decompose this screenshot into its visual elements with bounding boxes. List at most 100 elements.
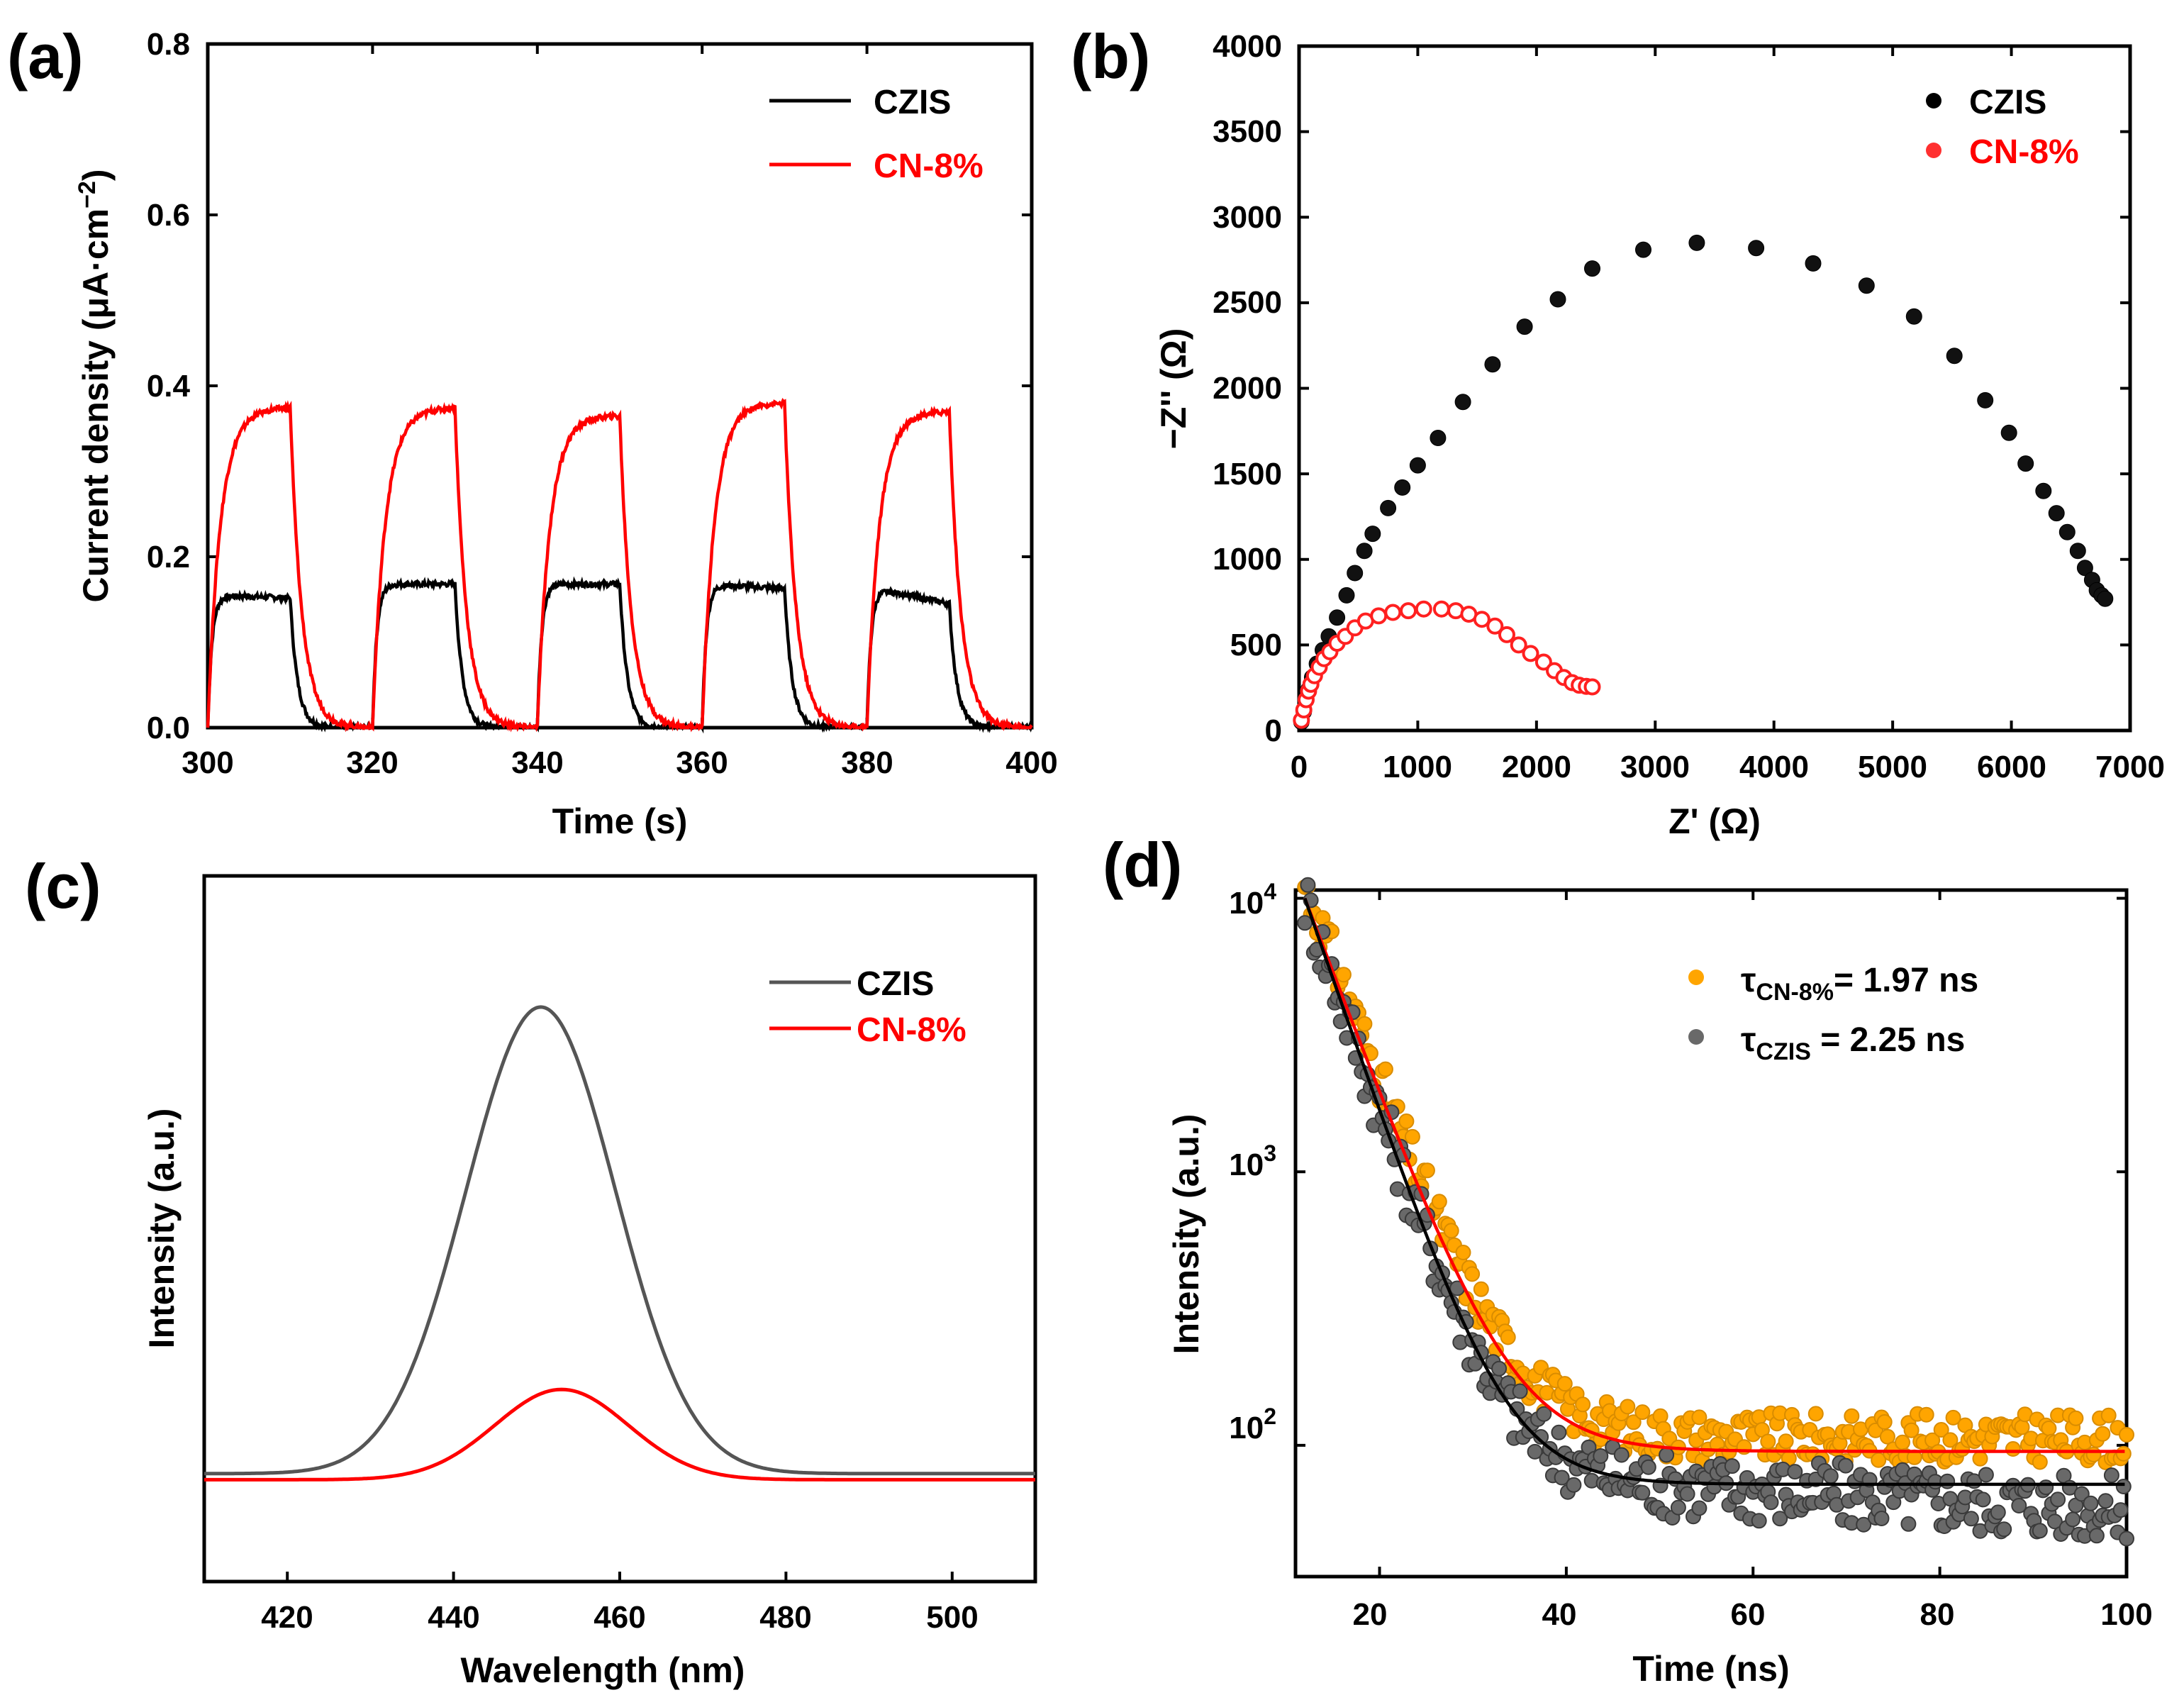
- b-xtick-label: 4000: [1739, 750, 1809, 784]
- b-legend-marker-czis: [1926, 93, 1941, 109]
- d-data-point-czis: [1300, 877, 1316, 893]
- b-xtick-label: 0: [1291, 750, 1308, 784]
- d-data-point-czis: [1939, 1473, 1956, 1489]
- d-data-point-cn8: [1575, 1396, 1591, 1413]
- d-data-point-czis: [1533, 1429, 1549, 1445]
- d-data-point-cn8: [1871, 1452, 1887, 1468]
- d-data-point-cn8: [1625, 1414, 1642, 1430]
- b-data-point-cn8: [1400, 602, 1417, 620]
- d-data-point-cn8: [1691, 1409, 1707, 1426]
- a-series-line-czis: [206, 576, 1034, 734]
- c-xtick-label: 420: [261, 1600, 313, 1635]
- b-xtick-label: 2000: [1502, 750, 1571, 784]
- d-data-point-cn8: [1652, 1408, 1668, 1424]
- d-data-point-czis: [1554, 1470, 1570, 1486]
- b-y-axis-title: −Z'' (Ω): [1154, 328, 1193, 450]
- d-data-point-cn8: [2115, 1445, 2132, 1462]
- d-legend: τCN-8%= 1.97 ns τCZIS = 2.25 ns: [1688, 962, 1978, 1065]
- panel-d-frame: [1293, 888, 2129, 1579]
- d-data-point-czis: [1873, 1511, 1890, 1526]
- d-data-point-cn8: [1942, 1432, 1959, 1448]
- a-xtick-label: 300: [182, 745, 233, 780]
- d-data-point-czis: [1787, 1464, 1803, 1480]
- d-x-axis-title: Time (ns): [1632, 1649, 1789, 1689]
- panel-a-label: (a): [7, 21, 84, 91]
- c-x-axis-title: Wavelength (nm): [461, 1650, 745, 1690]
- d-data-point-czis: [2011, 1498, 2027, 1513]
- c-xtick-label: 500: [926, 1600, 978, 1635]
- b-data-point-czis: [1364, 526, 1381, 543]
- b-data-point-czis: [1635, 241, 1651, 258]
- panel-c-label: (c): [25, 851, 101, 921]
- b-data-point-cn8: [1583, 678, 1601, 696]
- b-data-point-czis: [2017, 455, 2034, 472]
- b-data-point-cn8: [1370, 607, 1388, 625]
- d-data-point-cn8: [1464, 1266, 1481, 1282]
- d-data-point-czis: [1978, 1467, 1994, 1483]
- b-data-point-czis: [2048, 505, 2065, 522]
- b-data-point-cn8: [1510, 636, 1527, 654]
- d-data-point-czis: [1640, 1459, 1656, 1475]
- c-legend-label: CN-8%: [857, 1011, 966, 1049]
- a-y-axis-title: Current density (μA·cm−2): [74, 169, 116, 602]
- b-xtick-label: 1000: [1383, 750, 1452, 784]
- b-data-point-czis: [1347, 565, 1364, 582]
- a-xtick-label: 360: [676, 745, 728, 780]
- d-ytick-label: 103: [1229, 1140, 1276, 1182]
- b-data-point-czis: [1484, 356, 1501, 373]
- a-legend: CZIS CN-8%: [769, 84, 984, 185]
- panel-b-ticks: 0 1000 2000 3000 4000 5000 6000 7000 0 5…: [1213, 29, 2165, 784]
- d-data-point-cn8: [1377, 1061, 1393, 1077]
- b-data-point-czis: [1409, 457, 1426, 474]
- b-xtick-label: 5000: [1858, 750, 1927, 784]
- b-data-point-czis: [2069, 543, 2086, 560]
- d-data-point-czis: [1297, 915, 1313, 931]
- b-data-point-cn8: [1415, 600, 1432, 618]
- d-data-point-cn8: [1473, 1281, 1489, 1297]
- d-data-point-czis: [1751, 1513, 1767, 1529]
- panel-d-label: (d): [1103, 830, 1182, 900]
- d-data-point-czis: [1659, 1447, 1675, 1463]
- a-x-axis-title: Time (s): [552, 801, 688, 841]
- panel-c: (c) 420 440 460 480 500 Wavelength (nm) …: [25, 851, 1037, 1690]
- b-x-axis-title: Z' (Ω): [1668, 801, 1761, 841]
- a-legend-label: CZIS: [874, 84, 951, 121]
- b-legend-marker-cn8: [1926, 143, 1941, 158]
- d-data-point-czis: [2088, 1528, 2105, 1544]
- b-ytick-label: 3500: [1213, 114, 1282, 149]
- panel-a-plot: [206, 43, 1034, 734]
- d-data-point-czis: [2073, 1486, 2090, 1502]
- b-xtick-label: 3000: [1620, 750, 1690, 784]
- panel-c-plot: [204, 1005, 1035, 1582]
- b-data-point-czis: [1946, 348, 1963, 365]
- d-data-point-czis: [1634, 1484, 1651, 1501]
- d-legend-marker-cn8: [1688, 970, 1704, 985]
- d-data-point-cn8: [1634, 1404, 1651, 1421]
- a-ytick-label: 0.2: [147, 540, 190, 574]
- d-data-point-czis: [2119, 1530, 2134, 1547]
- b-ytick-label: 500: [1230, 628, 1282, 662]
- d-data-point-czis: [1724, 1458, 1740, 1474]
- b-ytick-label: 2500: [1213, 285, 1282, 320]
- a-ytick-label: 0.8: [147, 27, 190, 62]
- a-xtick-label: 340: [511, 745, 563, 780]
- b-data-point-cn8: [1522, 645, 1539, 662]
- d-data-point-cn8: [1356, 1016, 1373, 1032]
- a-xtick-label: 400: [1005, 745, 1057, 780]
- b-data-point-czis: [1430, 430, 1447, 446]
- panel-d: (d) 20 40 60 80 100 102 103 104 Time (ns…: [1103, 830, 2153, 1689]
- d-xtick-label: 100: [2100, 1597, 2152, 1632]
- d-data-point-cn8: [1760, 1433, 1776, 1450]
- d-data-point-czis: [1670, 1499, 1686, 1516]
- d-ytick-label: 102: [1229, 1404, 1276, 1445]
- b-data-point-czis: [1549, 291, 1566, 308]
- b-data-point-czis: [1584, 260, 1600, 277]
- d-fit-line-czis: [1303, 897, 2125, 1487]
- b-data-point-czis: [2000, 424, 2017, 441]
- d-data-point-cn8: [1807, 1406, 1824, 1422]
- d-data-point-cn8: [2095, 1426, 2111, 1442]
- d-data-point-cn8: [1443, 1223, 1459, 1239]
- d-data-point-czis: [1822, 1468, 1839, 1484]
- d-data-point-cn8: [1431, 1194, 1447, 1210]
- d-data-point-cn8: [1876, 1414, 1893, 1430]
